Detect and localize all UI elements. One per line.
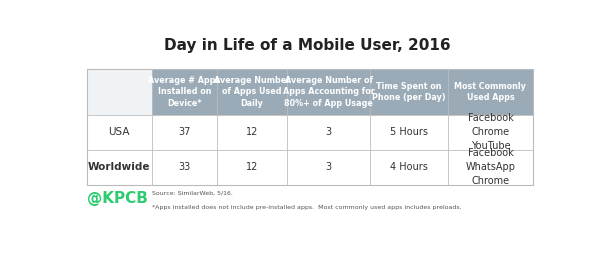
Text: @KPCB: @KPCB: [86, 191, 148, 206]
FancyBboxPatch shape: [86, 69, 152, 115]
FancyBboxPatch shape: [448, 115, 533, 150]
Text: Facebook
WhatsApp
Chrome: Facebook WhatsApp Chrome: [466, 148, 515, 186]
FancyBboxPatch shape: [448, 69, 533, 115]
Text: 4 Hours: 4 Hours: [390, 162, 428, 172]
Text: 12: 12: [246, 127, 259, 137]
Text: Time Spent on
Phone (per Day): Time Spent on Phone (per Day): [372, 82, 446, 102]
FancyBboxPatch shape: [287, 150, 370, 185]
FancyBboxPatch shape: [217, 69, 287, 115]
Text: 3: 3: [326, 127, 332, 137]
FancyBboxPatch shape: [287, 115, 370, 150]
Text: *Apps installed does not include pre-installed apps.  Most commonly used apps in: *Apps installed does not include pre-ins…: [152, 205, 461, 210]
Text: Average Number of
Apps Accounting for
80%+ of App Usage: Average Number of Apps Accounting for 80…: [283, 76, 374, 108]
Text: 3: 3: [326, 162, 332, 172]
Text: 5 Hours: 5 Hours: [390, 127, 428, 137]
FancyBboxPatch shape: [370, 115, 448, 150]
FancyBboxPatch shape: [217, 150, 287, 185]
FancyBboxPatch shape: [152, 150, 217, 185]
Text: Facebook
Chrome
YouTube: Facebook Chrome YouTube: [467, 113, 513, 151]
FancyBboxPatch shape: [217, 115, 287, 150]
FancyBboxPatch shape: [287, 69, 370, 115]
Text: Average # Apps
Installed on
Device*: Average # Apps Installed on Device*: [148, 76, 221, 108]
Text: 37: 37: [178, 127, 191, 137]
FancyBboxPatch shape: [86, 115, 152, 150]
Text: Average Number
of Apps Used
Daily: Average Number of Apps Used Daily: [214, 76, 290, 108]
Text: Worldwide: Worldwide: [88, 162, 151, 172]
Text: Source: SimilarWeb, 5/16.: Source: SimilarWeb, 5/16.: [152, 191, 233, 196]
Text: Most Commonly
Used Apps: Most Commonly Used Apps: [454, 82, 526, 102]
FancyBboxPatch shape: [370, 150, 448, 185]
FancyBboxPatch shape: [370, 69, 448, 115]
FancyBboxPatch shape: [152, 69, 217, 115]
Text: USA: USA: [109, 127, 130, 137]
Text: Day in Life of a Mobile User, 2016: Day in Life of a Mobile User, 2016: [164, 38, 451, 53]
Text: 12: 12: [246, 162, 259, 172]
FancyBboxPatch shape: [448, 150, 533, 185]
FancyBboxPatch shape: [152, 115, 217, 150]
FancyBboxPatch shape: [86, 150, 152, 185]
Text: 33: 33: [178, 162, 191, 172]
